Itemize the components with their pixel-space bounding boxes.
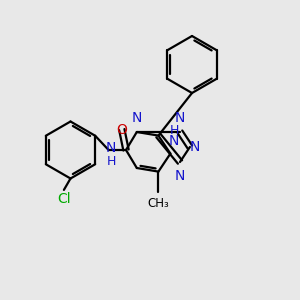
Text: N: N [132,111,142,124]
Text: N: N [175,111,185,124]
Text: N: N [190,140,200,154]
Text: H: H [169,124,179,137]
Text: N: N [175,169,185,183]
Text: N: N [169,134,179,148]
Text: Cl: Cl [57,192,71,206]
Text: O: O [116,123,127,136]
Text: N: N [106,142,116,155]
Text: H: H [106,155,116,168]
Text: CH₃: CH₃ [148,197,169,210]
